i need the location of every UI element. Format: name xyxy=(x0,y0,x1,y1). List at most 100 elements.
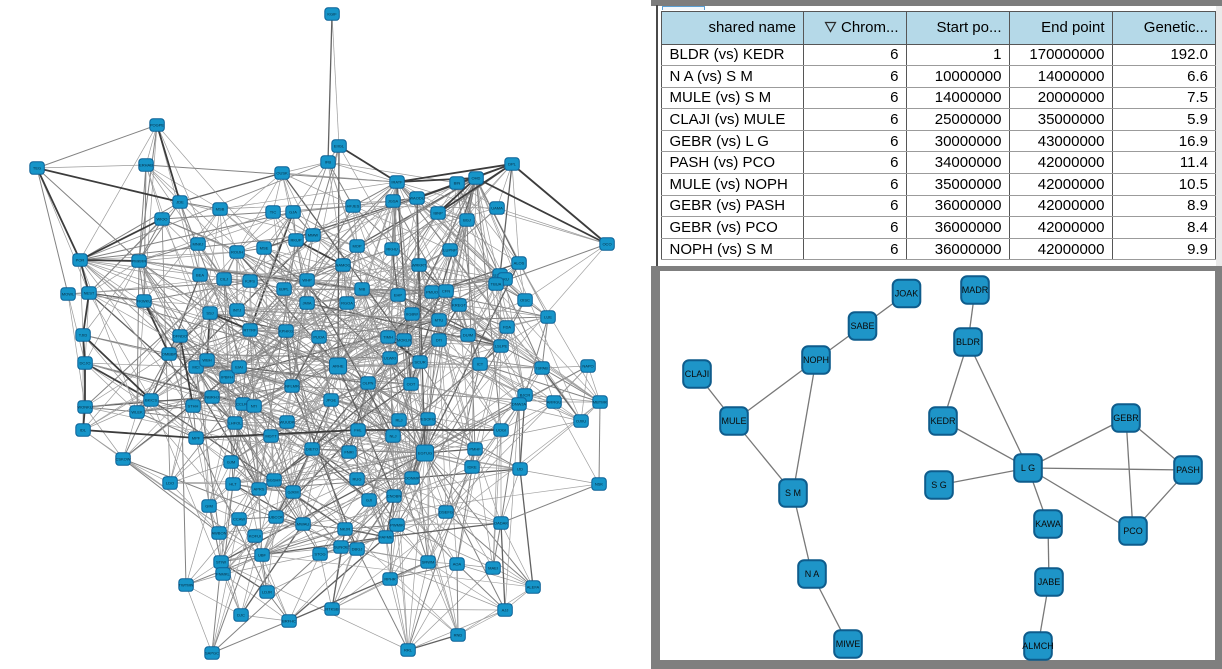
svg-text:NOPH: NOPH xyxy=(803,355,829,365)
svg-text:IJD: IJD xyxy=(517,467,523,472)
svg-text:IIGBW: IIGBW xyxy=(406,312,418,317)
svg-text:RND: RND xyxy=(454,633,463,638)
svg-text:OONMK: OONMK xyxy=(404,476,419,481)
svg-text:ROIJH: ROIJH xyxy=(231,250,243,255)
svg-text:OMBBP: OMBBP xyxy=(162,352,177,357)
svg-text:MNKJ: MNKJ xyxy=(193,242,204,247)
svg-text:OISC: OISC xyxy=(520,298,530,303)
svg-text:JMIA: JMIA xyxy=(302,301,311,306)
svg-text:WUUDK: WUUDK xyxy=(279,420,294,425)
svg-text:DSEFG: DSEFG xyxy=(439,510,453,515)
svg-text:IRATF: IRATF xyxy=(391,180,403,185)
svg-text:UOGI: UOGI xyxy=(496,428,506,433)
svg-text:INTJ: INTJ xyxy=(233,308,241,313)
svg-text:POGPE: POGPE xyxy=(150,123,165,128)
svg-text:MIWE: MIWE xyxy=(836,639,861,649)
svg-text:RPHR: RPHR xyxy=(384,577,395,582)
svg-text:BKICS: BKICS xyxy=(145,398,157,403)
svg-text:AJJ: AJJ xyxy=(502,608,509,613)
svg-text:OUSK: OUSK xyxy=(276,171,288,176)
svg-text:STOG: STOG xyxy=(314,552,325,557)
svg-text:N A: N A xyxy=(805,569,820,579)
svg-text:IDKE: IDKE xyxy=(467,465,477,470)
svg-text:DIETO: DIETO xyxy=(306,447,318,452)
svg-text:SAPGC: SAPGC xyxy=(205,651,219,656)
svg-text:PASH: PASH xyxy=(1176,465,1200,475)
svg-text:OADAK: OADAK xyxy=(494,521,508,526)
svg-text:KGIF: KGIF xyxy=(327,12,337,17)
svg-text:CSKOW: CSKOW xyxy=(115,457,130,462)
svg-text:IDL: IDL xyxy=(80,428,87,433)
svg-text:LKU: LKU xyxy=(501,277,509,282)
svg-text:PMKRR: PMKRR xyxy=(132,259,147,264)
svg-text:FKWKU: FKWKU xyxy=(137,299,152,304)
svg-text:WIOO: WIOO xyxy=(156,217,167,222)
svg-text:MSE: MSE xyxy=(260,246,269,251)
svg-text:CCAW: CCAW xyxy=(233,517,245,522)
svg-text:ALEFA: ALEFA xyxy=(527,585,540,590)
svg-text:NAPO: NAPO xyxy=(582,364,593,369)
svg-text:NSK: NSK xyxy=(595,482,604,487)
svg-text:RKHU: RKHU xyxy=(386,247,397,252)
svg-text:RLJ: RLJ xyxy=(395,418,402,423)
svg-text:NBRHJ: NBRHJ xyxy=(205,395,218,400)
svg-text:EIAI: EIAI xyxy=(235,365,243,370)
svg-text:S M: S M xyxy=(785,488,801,498)
svg-text:OJIIU: OJIIU xyxy=(576,419,586,424)
svg-text:KEDR: KEDR xyxy=(930,416,956,426)
svg-text:NTI: NTI xyxy=(251,404,257,409)
svg-text:APRS: APRS xyxy=(254,487,265,492)
svg-text:DBGJ: DBGJ xyxy=(352,547,363,552)
svg-text:WHP: WHP xyxy=(302,278,312,283)
svg-text:PUOA: PUOA xyxy=(313,335,325,340)
svg-text:PMHF: PMHF xyxy=(469,447,481,452)
svg-text:KOFUI: KOFUI xyxy=(249,534,261,539)
svg-text:FHL: FHL xyxy=(354,428,362,433)
svg-text:TIMH: TIMH xyxy=(383,335,393,340)
svg-text:ARRGU: ARRGU xyxy=(547,400,562,405)
svg-text:CCLRD: CCLRD xyxy=(236,402,250,407)
svg-text:NKJR: NKJR xyxy=(340,527,351,532)
svg-text:MBTMK: MBTMK xyxy=(593,400,608,405)
svg-text:MOKLN: MOKLN xyxy=(397,338,411,343)
svg-text:TEG: TEG xyxy=(33,166,41,171)
svg-text:BJPL: BJPL xyxy=(279,287,289,292)
svg-text:GIM: GIM xyxy=(205,504,213,509)
svg-text:NEST: NEST xyxy=(84,291,95,296)
svg-text:LHFOL: LHFOL xyxy=(229,421,243,426)
svg-text:WLEK: WLEK xyxy=(131,410,143,415)
svg-text:GJM: GJM xyxy=(227,460,235,465)
svg-text:KREGT: KREGT xyxy=(452,303,466,308)
svg-text:KJFS: KJFS xyxy=(245,279,255,284)
svg-text:ICT: ICT xyxy=(477,362,484,367)
svg-text:ALMCH: ALMCH xyxy=(1022,641,1054,651)
svg-text:ESOFG: ESOFG xyxy=(421,417,435,422)
svg-text:BLDR: BLDR xyxy=(956,337,981,347)
svg-text:FDA: FDA xyxy=(503,325,511,330)
svg-text:SGSHF: SGSHF xyxy=(267,478,281,483)
svg-text:WONKU: WONKU xyxy=(77,405,92,410)
svg-text:PCO: PCO xyxy=(1123,526,1143,536)
svg-text:OCO: OCO xyxy=(602,242,611,247)
svg-text:JDE: JDE xyxy=(176,200,184,205)
svg-text:CLAJI: CLAJI xyxy=(685,369,710,379)
svg-text:DTI: DTI xyxy=(436,338,442,343)
svg-text:ULWKI: ULWKI xyxy=(384,356,396,361)
svg-text:ISPAB: ISPAB xyxy=(536,366,548,371)
svg-text:WBH: WBH xyxy=(202,358,211,363)
svg-text:SUNOE: SUNOE xyxy=(334,545,349,550)
svg-text:TIC: TIC xyxy=(270,210,277,215)
svg-text:TJID: TJID xyxy=(79,333,88,338)
svg-text:MTU: MTU xyxy=(435,318,444,323)
svg-text:MAEI: MAEI xyxy=(488,566,498,571)
svg-text:FNMKL: FNMKL xyxy=(216,572,230,577)
svg-text:AOA: AOA xyxy=(453,562,462,567)
svg-text:TWTMN: TWTMN xyxy=(179,583,194,588)
svg-text:ERHAB: ERHAB xyxy=(139,163,153,168)
svg-text:EHP: EHP xyxy=(394,293,403,298)
svg-text:MGTT: MGTT xyxy=(265,434,277,439)
svg-text:JABE: JABE xyxy=(1038,577,1061,587)
svg-text:STHH: STHH xyxy=(188,404,199,409)
svg-text:KAWA: KAWA xyxy=(1035,519,1061,529)
svg-text:NAMOG: NAMOG xyxy=(335,263,350,268)
